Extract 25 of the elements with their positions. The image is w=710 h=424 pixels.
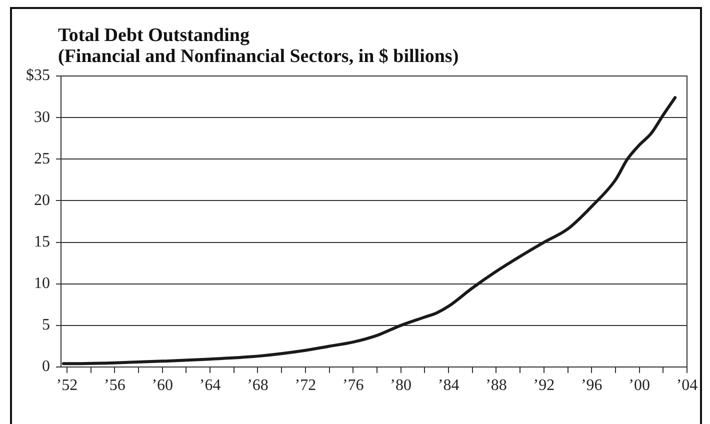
x-tick-label: ’64: [199, 376, 221, 394]
x-tick-label: ’88: [486, 376, 507, 394]
y-tick-label: 15: [34, 233, 50, 250]
x-tick-label: ’80: [390, 376, 412, 394]
y-tick-label: 30: [34, 108, 50, 126]
y-tick-label: 20: [34, 192, 50, 209]
x-tick-label: ’00: [628, 376, 650, 394]
x-tick-label: ’84: [438, 376, 460, 394]
x-tick-label: ’52: [56, 376, 78, 394]
y-tick-label: $35: [26, 67, 50, 84]
x-tick-label: ’60: [152, 376, 174, 394]
chart-title: Total Debt Outstanding: [58, 25, 250, 46]
x-tick-label: ’04: [676, 376, 698, 394]
chart-subtitle: (Financial and Nonfinancial Sectors, in $ billions): [58, 46, 459, 67]
x-tick-label: ’92: [533, 376, 555, 394]
y-tick-label: 0: [42, 358, 50, 376]
x-tick-label: ’76: [342, 376, 364, 394]
y-tick-label: 10: [34, 275, 50, 292]
x-tick-label: ’56: [104, 376, 126, 394]
x-tick-label: ’96: [580, 376, 602, 394]
y-tick-label: 25: [34, 150, 50, 168]
x-tick-label: ’68: [247, 376, 268, 394]
x-tick-label: ’72: [294, 376, 316, 394]
y-tick-label: 5: [42, 316, 50, 334]
line-series: [62, 96, 677, 366]
